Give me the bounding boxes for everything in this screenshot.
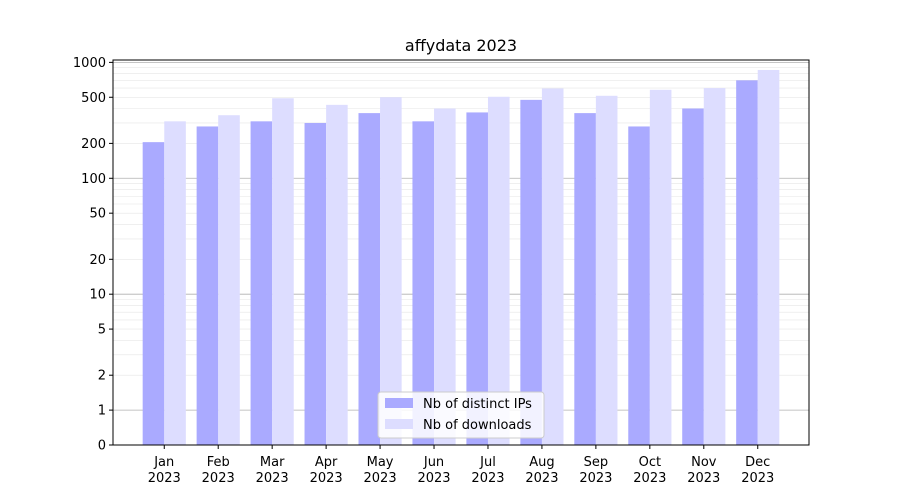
bar-downloads: [164, 121, 186, 446]
bar-downloads: [380, 97, 402, 446]
x-tick-label-month: Dec: [745, 455, 770, 470]
bar-downloads: [541, 88, 564, 446]
legend: Nb of distinct IPs Nb of downloads: [377, 391, 545, 439]
x-tick-label-year: 2023: [687, 471, 720, 486]
plot-frame: [112, 59, 810, 446]
x-tick-label-year: 2023: [525, 471, 558, 486]
bar-downloads: [595, 95, 618, 446]
bar-downloads: [434, 108, 456, 446]
y-tick-label: 50: [89, 207, 106, 222]
bar-downloads: [326, 104, 348, 445]
y-tick-label: 500: [81, 91, 106, 106]
x-tick-label-month: Aug: [529, 455, 554, 470]
y-axis: 0 1 2 5 10 20 50 100 200 500 1000: [73, 56, 113, 454]
y-tick-label: 5: [98, 323, 106, 338]
bar-distinct-ips: [196, 126, 219, 445]
legend-frame: [377, 391, 545, 439]
x-tick-label-month: Mar: [260, 455, 285, 470]
x-tick-label-year: 2023: [310, 471, 343, 486]
x-tick-label-month: Feb: [207, 455, 230, 470]
bar-distinct-ips: [466, 112, 488, 446]
y-tick-label: 0: [98, 439, 106, 454]
bars: [142, 69, 780, 446]
bar-downloads: [487, 96, 510, 445]
x-tick-label-year: 2023: [364, 471, 397, 486]
bar-distinct-ips: [358, 113, 381, 445]
x-tick-label-year: 2023: [148, 471, 181, 486]
x-tick-label-month: Jun: [423, 455, 444, 470]
y-tick-label: 1000: [73, 56, 106, 71]
x-tick-label-month: Jul: [479, 455, 496, 470]
bar-distinct-ips: [304, 122, 327, 445]
bar-distinct-ips: [412, 121, 435, 446]
bar-downloads: [218, 115, 240, 445]
bar-distinct-ips: [628, 126, 650, 445]
x-tick-label-year: 2023: [417, 471, 450, 486]
y-tick-label: 200: [81, 137, 106, 152]
x-tick-label-year: 2023: [741, 471, 774, 486]
y-tick-label: 10: [89, 288, 106, 303]
bar-downloads: [757, 69, 780, 445]
x-tick-label-year: 2023: [256, 471, 289, 486]
y-tick-label: 100: [81, 172, 106, 187]
bar-distinct-ips: [736, 80, 758, 445]
legend-swatch-downloads: [385, 419, 413, 429]
x-tick-label-month: May: [367, 455, 394, 470]
bar-distinct-ips: [520, 99, 542, 446]
x-tick-label-month: Oct: [639, 455, 661, 470]
x-tick-label-year: 2023: [202, 471, 235, 486]
bar-downloads: [703, 88, 726, 445]
bar-distinct-ips: [574, 113, 596, 445]
x-tick-label-year: 2023: [633, 471, 666, 486]
x-tick-label-month: Nov: [691, 455, 717, 470]
x-axis: Jan2023Feb2023Mar2023Apr2023May2023Jun20…: [148, 445, 774, 486]
x-tick-label-month: Jan: [153, 455, 174, 470]
x-tick-label-year: 2023: [471, 471, 504, 486]
chart-title: affydata 2023: [405, 36, 517, 55]
bar-downloads: [272, 98, 294, 445]
y-tick-label: 20: [89, 253, 106, 268]
x-tick-label-month: Sep: [584, 455, 609, 470]
legend-label-distinct-ips: Nb of distinct IPs: [423, 397, 532, 412]
x-tick-label-year: 2023: [579, 471, 612, 486]
legend-swatch-distinct-ips: [385, 398, 413, 408]
y-tick-label: 1: [98, 404, 106, 419]
legend-label-downloads: Nb of downloads: [423, 418, 532, 433]
bar-distinct-ips: [682, 108, 704, 446]
bar-downloads: [649, 89, 672, 445]
bar-distinct-ips: [250, 121, 273, 446]
bar-distinct-ips: [142, 142, 165, 446]
y-tick-label: 2: [98, 369, 106, 384]
x-tick-label-month: Apr: [315, 455, 338, 470]
